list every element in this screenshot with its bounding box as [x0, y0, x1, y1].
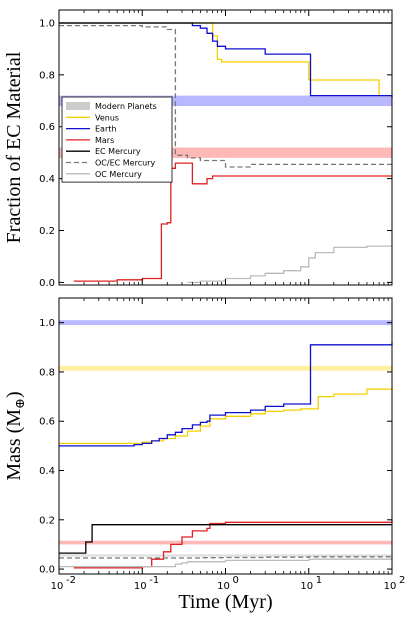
x-tick-label: 10: [217, 581, 230, 592]
series-mars: [73, 162, 392, 282]
x-tick-label: 10: [134, 581, 147, 592]
series-oc-mercury: [59, 558, 393, 568]
y-tick-label: 1.0: [39, 18, 55, 29]
y-tick-label: 0.2: [39, 515, 55, 526]
y-axis-label-text: Mass (M: [3, 409, 25, 481]
top-panel: 0.0 0.2 0.4 0.6 0.8 1.0 Fraction of EC Materi…: [3, 9, 393, 289]
legend-label-ec-mercury: EC Mercury: [95, 147, 141, 156]
series-ec-mercury: [59, 524, 392, 554]
earth-symbol: ⊕: [12, 398, 27, 409]
bottom-panel-bands: [59, 320, 392, 557]
legend-label-modern-planets: Modern Planets: [95, 102, 157, 111]
x-tick-exponent: 1: [316, 575, 322, 586]
series-oc-ec-mercury: [59, 24, 392, 168]
series-oc-ec-mercury: [59, 556, 393, 559]
x-tick-exponent: -1: [149, 575, 159, 586]
x-tick-label: 10: [300, 581, 313, 592]
band-mars: [59, 540, 392, 545]
band-venus: [59, 365, 392, 371]
y-tick-label: 0.0: [39, 278, 55, 289]
band-earth: [59, 95, 392, 106]
legend: Modern Planets Venus Earth Mars EC Mercury OC…: [61, 96, 173, 183]
top-panel-frame: [58, 9, 393, 286]
legend-label-oc-mercury: OC Mercury: [95, 170, 142, 179]
y-tick-label: 1.0: [39, 318, 55, 329]
y-tick-label: 0.4: [39, 174, 55, 185]
y-tick-label: 0.6: [39, 417, 55, 428]
band-earth: [59, 320, 392, 326]
y-tick-label: 0.6: [39, 122, 55, 133]
y-tick-label: 0.8: [39, 367, 55, 378]
bottom-panel-frame: [58, 297, 393, 575]
bottom-panel-y-axis-label: Mass (M⊕): [3, 391, 27, 480]
x-tick-label: 10: [51, 581, 64, 592]
y-tick-label: 0.4: [39, 466, 55, 477]
y-tick-label: 0.2: [39, 226, 55, 237]
series-earth: [59, 342, 393, 447]
legend-label-mars: Mars: [95, 136, 114, 145]
series-mars: [73, 519, 393, 569]
y-axis-label-close: ): [3, 391, 25, 398]
band-mars: [59, 147, 392, 158]
legend-label-oc-ec-mercury: OC/EC Mercury: [95, 159, 155, 168]
top-panel-y-axis-label: Fraction of EC Material: [3, 51, 25, 243]
y-tick-label: 0.0: [39, 565, 55, 576]
band-mercury: [59, 554, 392, 557]
legend-label-earth: Earth: [95, 125, 116, 134]
legend-label-venus: Venus: [95, 113, 119, 122]
x-tick-exponent: 2: [399, 575, 405, 586]
y-tick-label: 0.8: [39, 70, 55, 81]
x-tick-exponent: 0: [233, 575, 239, 586]
x-tick-exponent: -2: [66, 575, 76, 586]
x-tick-label: 10: [384, 581, 397, 592]
series-earth: [59, 22, 393, 99]
x-axis-label: Time (Myr): [178, 591, 272, 613]
top-panel-bands: [59, 95, 392, 158]
legend-swatch-modern-planets: [66, 102, 90, 110]
bottom-panel-series: [59, 342, 393, 569]
